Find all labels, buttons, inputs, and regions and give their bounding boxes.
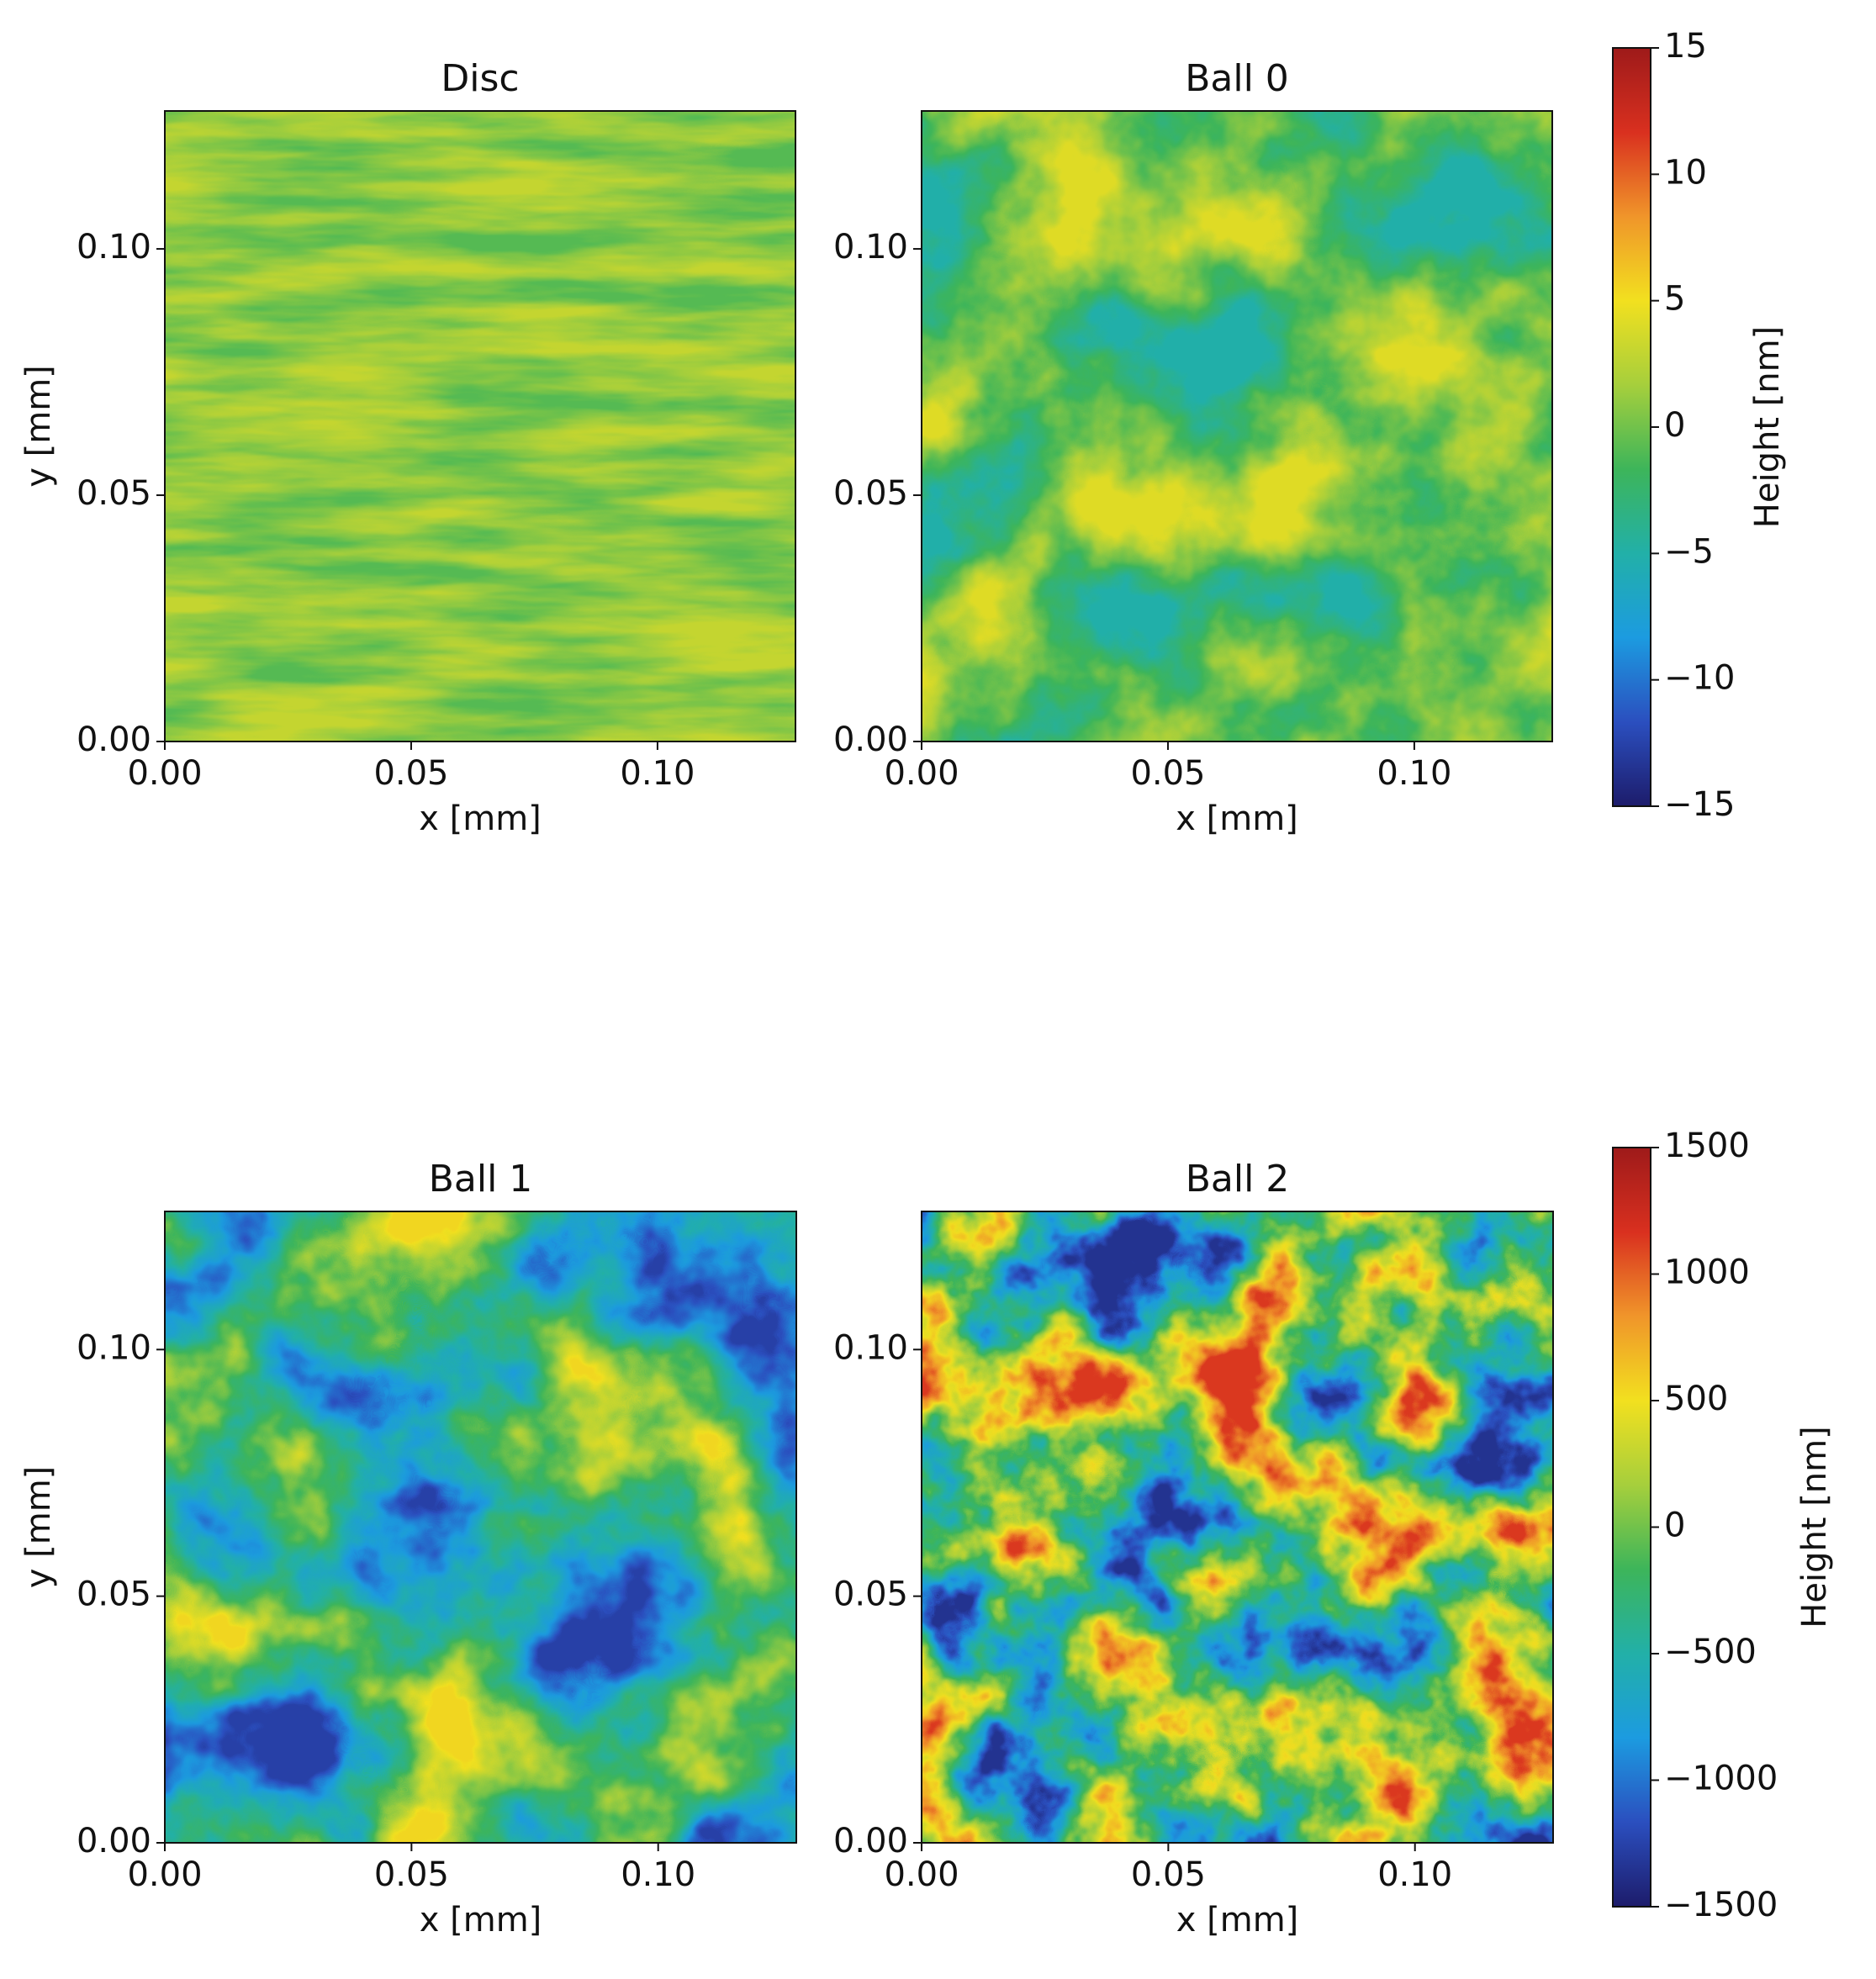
colorbar-tick-label: 15	[1664, 27, 1707, 66]
x-tick-label: 0.10	[1377, 754, 1451, 793]
y-tick-label: 0.00	[77, 720, 151, 759]
colorbar-tick-label: −15	[1664, 785, 1735, 824]
axes-frame	[921, 1211, 1554, 1844]
x-axis-label: x [mm]	[1176, 1901, 1299, 1939]
y-tick-label: 0.05	[833, 1575, 908, 1614]
axes-frame	[921, 110, 1553, 742]
colorbar-tick-label: −10	[1664, 659, 1735, 698]
colorbar-tick-label: −500	[1664, 1633, 1757, 1671]
y-tick-label: 0.00	[833, 1822, 908, 1860]
y-tick-label: 0.05	[833, 474, 908, 513]
colorbar-tick-label: 0	[1664, 406, 1685, 445]
colorbar-tick-label: 500	[1664, 1380, 1728, 1418]
colorbar-tick-label: 0	[1664, 1507, 1685, 1545]
x-tick-label: 0.05	[1130, 754, 1205, 793]
x-tick-label: 0.05	[374, 1855, 449, 1894]
colorbar-label: Height [nm]	[1795, 1426, 1834, 1628]
x-tick-label: 0.10	[621, 1855, 695, 1894]
x-tick-label: 0.05	[373, 754, 448, 793]
y-tick-label: 0.10	[833, 1328, 908, 1367]
x-tick-label: 0.10	[620, 754, 695, 793]
x-axis-label: x [mm]	[420, 1901, 542, 1939]
colorbar-tick-label: 1500	[1664, 1127, 1750, 1165]
axes-frame	[164, 1211, 797, 1844]
colorbar-tick-label: −1000	[1664, 1760, 1778, 1798]
colorbar	[1612, 1147, 1651, 1908]
colorbar-tick-label: −1500	[1664, 1886, 1778, 1924]
x-axis-label: x [mm]	[1176, 800, 1298, 838]
axes-frame	[164, 110, 796, 742]
x-axis-label: x [mm]	[419, 800, 542, 838]
y-tick-label: 0.05	[77, 1575, 151, 1614]
x-tick-label: 0.00	[127, 1855, 202, 1894]
heatmap-image	[922, 1211, 1553, 1843]
x-tick-label: 0.10	[1377, 1855, 1452, 1894]
colorbar	[1612, 47, 1651, 807]
colorbar-label: Height [nm]	[1748, 326, 1787, 528]
colorbar-tick-label: −5	[1664, 532, 1714, 571]
heatmap-image	[922, 111, 1552, 741]
y-tick-label: 0.05	[77, 474, 151, 513]
colorbar-tick-label: 1000	[1664, 1253, 1750, 1292]
y-tick-label: 0.00	[77, 1822, 151, 1860]
x-tick-label: 0.00	[884, 754, 959, 793]
chart-title: Disc	[441, 57, 519, 100]
y-tick-label: 0.00	[833, 720, 908, 759]
x-tick-label: 0.05	[1131, 1855, 1206, 1894]
x-tick-label: 0.00	[127, 754, 202, 793]
colorbar-tick-label: 5	[1664, 280, 1685, 319]
x-tick-label: 0.00	[884, 1855, 959, 1894]
chart-title: Ball 0	[1185, 57, 1289, 100]
y-tick-label: 0.10	[77, 228, 151, 267]
y-tick-label: 0.10	[833, 228, 908, 267]
heatmap-image	[165, 111, 795, 741]
heatmap-image	[165, 1211, 796, 1843]
y-tick-label: 0.10	[77, 1328, 151, 1367]
y-axis-label: y [mm]	[19, 365, 58, 488]
chart-title: Ball 2	[1186, 1158, 1290, 1201]
y-axis-label: y [mm]	[19, 1466, 58, 1589]
colorbar-tick-label: 10	[1664, 153, 1707, 192]
chart-title: Ball 1	[429, 1158, 533, 1201]
